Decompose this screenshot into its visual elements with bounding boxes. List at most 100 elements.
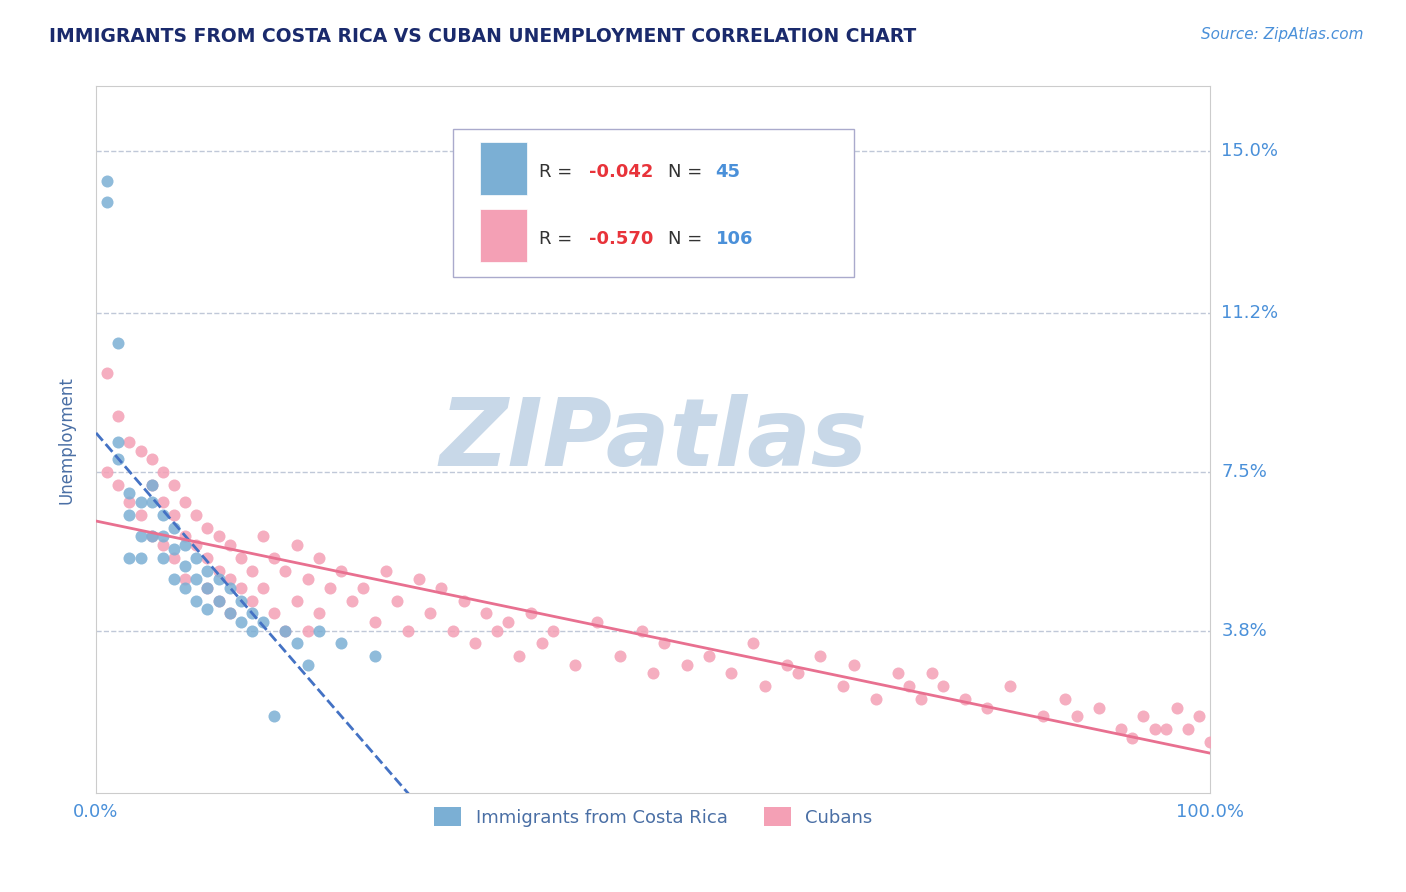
- Point: [118, 435, 141, 450]
- Point: [141, 478, 163, 492]
- Point: [1066, 709, 1088, 723]
- Point: [486, 624, 509, 638]
- Point: [207, 593, 229, 607]
- Point: [330, 564, 353, 578]
- Point: [697, 649, 720, 664]
- Point: [174, 559, 197, 574]
- Point: [519, 607, 541, 621]
- Point: [1121, 731, 1143, 745]
- Point: [742, 636, 765, 650]
- Point: [197, 564, 219, 578]
- FancyBboxPatch shape: [481, 142, 527, 194]
- Point: [720, 666, 742, 681]
- Point: [96, 465, 118, 479]
- Point: [453, 593, 475, 607]
- Point: [118, 550, 141, 565]
- Point: [1109, 722, 1132, 736]
- Point: [274, 624, 297, 638]
- Point: [96, 195, 118, 210]
- Point: [285, 593, 308, 607]
- Point: [396, 624, 419, 638]
- Point: [118, 508, 141, 522]
- Point: [96, 173, 118, 187]
- Point: [330, 636, 353, 650]
- Point: [186, 508, 208, 522]
- Point: [163, 478, 186, 492]
- Point: [152, 465, 174, 479]
- Point: [240, 607, 263, 621]
- Point: [263, 550, 285, 565]
- Text: ZIPatlas: ZIPatlas: [439, 394, 868, 486]
- Point: [252, 529, 274, 543]
- Point: [229, 550, 252, 565]
- Point: [207, 572, 229, 586]
- Point: [953, 692, 976, 706]
- Point: [129, 495, 152, 509]
- Text: -0.570: -0.570: [589, 230, 652, 248]
- Point: [342, 593, 364, 607]
- Point: [197, 581, 219, 595]
- Point: [363, 615, 385, 629]
- Text: 3.8%: 3.8%: [1222, 622, 1267, 640]
- Point: [207, 529, 229, 543]
- Point: [898, 679, 921, 693]
- Point: [229, 581, 252, 595]
- Point: [564, 657, 586, 672]
- Point: [141, 529, 163, 543]
- Point: [141, 529, 163, 543]
- Point: [1177, 722, 1199, 736]
- Text: -0.042: -0.042: [589, 162, 652, 181]
- Point: [910, 692, 932, 706]
- Point: [1143, 722, 1166, 736]
- Point: [186, 550, 208, 565]
- Point: [586, 615, 609, 629]
- Point: [319, 581, 342, 595]
- Point: [508, 649, 530, 664]
- Point: [932, 679, 955, 693]
- Point: [776, 657, 799, 672]
- Point: [297, 657, 319, 672]
- Point: [207, 564, 229, 578]
- Point: [174, 581, 197, 595]
- Point: [207, 593, 229, 607]
- Point: [1054, 692, 1077, 706]
- Point: [141, 478, 163, 492]
- Text: 106: 106: [716, 230, 754, 248]
- Text: N =: N =: [668, 230, 707, 248]
- Point: [107, 478, 129, 492]
- Point: [174, 572, 197, 586]
- Point: [385, 593, 408, 607]
- Point: [998, 679, 1021, 693]
- Point: [1088, 700, 1111, 714]
- Point: [197, 602, 219, 616]
- Point: [297, 624, 319, 638]
- Point: [174, 538, 197, 552]
- Y-axis label: Unemployment: Unemployment: [58, 376, 75, 504]
- Point: [240, 593, 263, 607]
- Point: [218, 607, 240, 621]
- Text: IMMIGRANTS FROM COSTA RICA VS CUBAN UNEMPLOYMENT CORRELATION CHART: IMMIGRANTS FROM COSTA RICA VS CUBAN UNEM…: [49, 27, 917, 45]
- Point: [430, 581, 453, 595]
- Point: [141, 452, 163, 467]
- Point: [274, 624, 297, 638]
- Point: [129, 508, 152, 522]
- Point: [218, 538, 240, 552]
- Point: [865, 692, 887, 706]
- Point: [631, 624, 654, 638]
- Point: [285, 636, 308, 650]
- Point: [152, 508, 174, 522]
- Point: [308, 624, 330, 638]
- Point: [174, 529, 197, 543]
- Point: [152, 495, 174, 509]
- Point: [263, 709, 285, 723]
- Text: 7.5%: 7.5%: [1222, 463, 1267, 481]
- Point: [197, 521, 219, 535]
- Point: [163, 508, 186, 522]
- Point: [921, 666, 943, 681]
- Point: [107, 452, 129, 467]
- Point: [107, 435, 129, 450]
- Point: [308, 607, 330, 621]
- Point: [808, 649, 831, 664]
- Point: [419, 607, 441, 621]
- Point: [308, 550, 330, 565]
